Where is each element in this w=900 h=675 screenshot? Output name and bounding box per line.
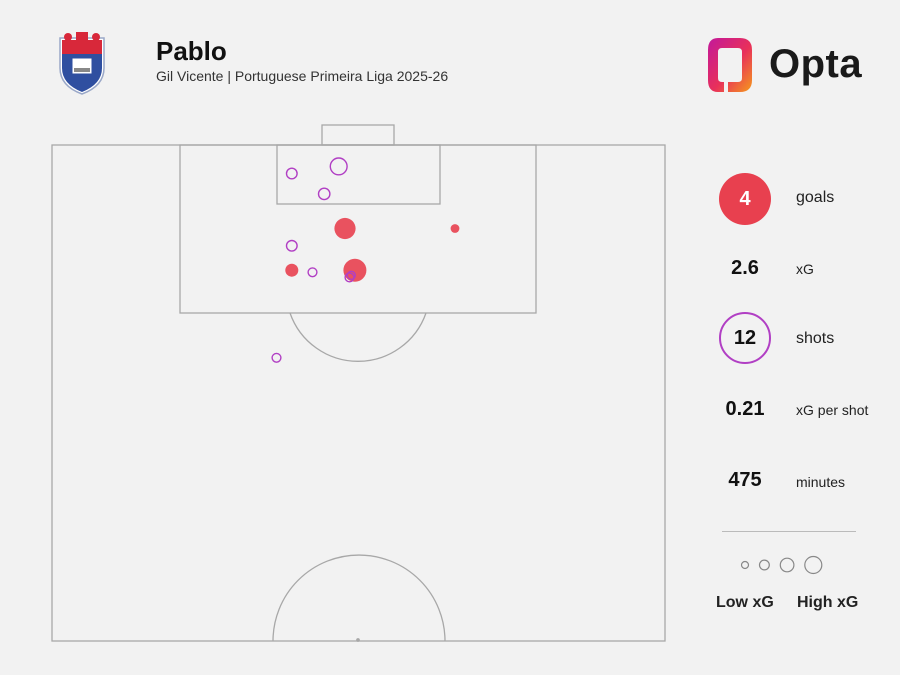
stat-xg: 2.6 xG <box>700 257 900 317</box>
penalty-arc <box>289 312 427 362</box>
goal-marker-4 <box>450 224 460 233</box>
goal <box>321 124 395 146</box>
legend-size-circle-3 <box>779 557 795 573</box>
stat-shots: 12 shots <box>700 312 900 372</box>
opta-wordmark: Opta <box>769 42 863 86</box>
legend-size-circle-4 <box>804 555 823 575</box>
shot-marker-6 <box>344 272 355 283</box>
legend-size-circle-2 <box>758 559 770 571</box>
player-subtitle: Gil Vicente | Portuguese Primeira Liga 2… <box>156 68 449 84</box>
stat-minutes: 475 minutes <box>700 469 900 529</box>
xg-label: xG <box>796 261 814 277</box>
minutes-value: 475 <box>728 469 762 491</box>
shot-marker-2 <box>285 167 298 180</box>
player-name: Pablo <box>156 36 227 66</box>
shots-badge: 12 <box>719 312 771 364</box>
centre-spot <box>356 638 360 642</box>
goal-marker-1 <box>334 217 356 240</box>
shots-value: 12 <box>733 326 757 349</box>
shot-marker-4 <box>285 239 298 252</box>
penalty-area <box>179 144 537 314</box>
shots-label: shots <box>796 330 835 347</box>
goal-marker-2 <box>343 258 367 282</box>
legend-low-xg: Low xG <box>716 594 774 611</box>
xg-value: 2.6 <box>731 257 759 279</box>
stat-goals: 4 goals <box>700 173 900 233</box>
centre-circle <box>272 554 446 642</box>
shot-marker-7 <box>346 270 356 280</box>
legend-divider <box>722 531 856 532</box>
legend-high-xg: High xG <box>797 594 859 611</box>
xg-per-shot-value: 0.21 <box>725 398 765 420</box>
goals-badge: 4 <box>719 173 771 225</box>
xg-per-shot-label: xG per shot <box>796 402 869 418</box>
goals-label: goals <box>796 189 835 206</box>
goals-value: 4 <box>739 187 751 210</box>
six-yard-box <box>276 144 441 205</box>
minutes-label: minutes <box>796 474 846 490</box>
header: Pablo Gil Vicente | Portuguese Primeira … <box>0 0 900 110</box>
opta-logo-icon <box>708 38 752 92</box>
shot-marker-1 <box>329 157 348 176</box>
shots-layer <box>271 157 460 363</box>
pitch-outline <box>51 144 666 642</box>
shot-marker-5 <box>307 267 318 278</box>
shot-marker-8 <box>271 352 282 363</box>
pitch-lines <box>51 124 666 642</box>
shot-marker-3 <box>317 187 331 201</box>
legend-size-circle-1 <box>740 560 750 570</box>
gil-vicente-crest-icon <box>59 32 105 95</box>
xg-size-legend <box>740 555 823 575</box>
stat-xg-per-shot: 0.21 xG per shot <box>700 398 900 458</box>
goal-marker-3 <box>285 263 299 277</box>
